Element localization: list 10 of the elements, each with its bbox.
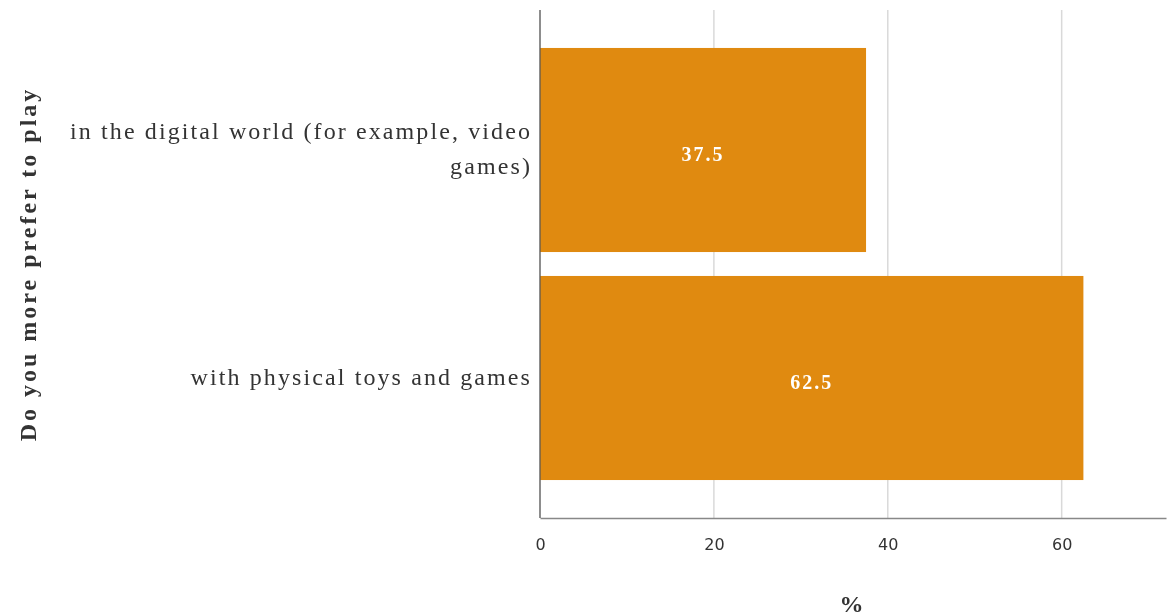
x-tick-label: 20 bbox=[704, 535, 725, 555]
data-label: 37.5 bbox=[681, 143, 725, 165]
x-axis-title: % bbox=[839, 591, 867, 616]
y-tick-label: with physical toys and games bbox=[190, 364, 532, 390]
x-tick-label: 60 bbox=[1051, 535, 1073, 555]
y-tick-label: in the digital world (for example, video games) bbox=[70, 118, 532, 180]
y-axis-title: Do you more prefer to play bbox=[15, 86, 41, 442]
data-label: 62.5 bbox=[790, 371, 834, 393]
x-tick-label: 0 bbox=[535, 535, 546, 555]
x-tick-label: 40 bbox=[878, 535, 899, 555]
